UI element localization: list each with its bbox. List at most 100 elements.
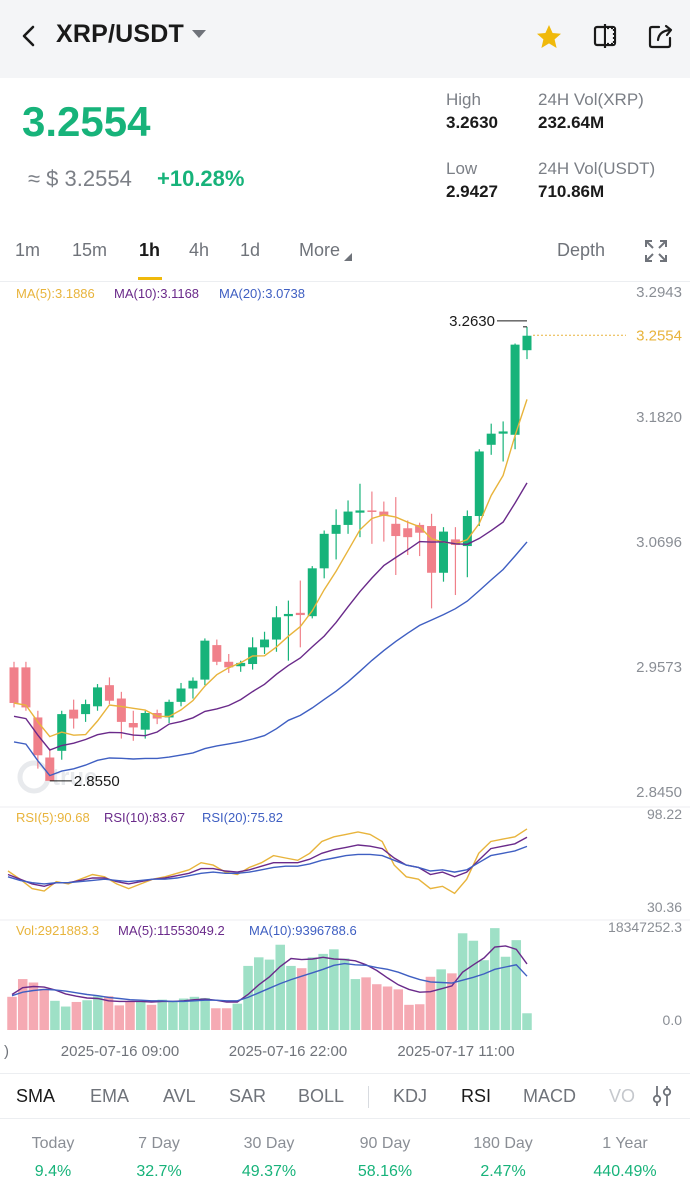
candle[interactable] [128,723,138,728]
ind-tab-sma[interactable]: SMA [16,1086,56,1106]
volume-bar [211,1008,221,1030]
ind-tab-boll[interactable]: BOLL [298,1086,345,1106]
back-arrow-icon[interactable] [14,20,44,52]
stat-high: High 3.2630 [446,90,498,133]
ma10-legend: MA(10):3.1168 [114,286,200,301]
candle[interactable] [21,667,31,708]
candle[interactable] [403,528,413,538]
tab-1h[interactable]: 1h [139,240,161,260]
candle[interactable] [331,524,341,534]
tab-depth[interactable]: Depth [557,240,606,260]
candle[interactable] [236,662,246,667]
volume-bar [146,1004,157,1030]
candle[interactable] [498,431,508,434]
volume-axis-label: 0.0 [663,1012,683,1028]
candle[interactable] [319,533,329,569]
candle[interactable] [45,757,55,781]
tab-1d[interactable]: 1d [240,240,261,260]
candle[interactable] [450,539,460,545]
candle[interactable] [212,645,222,662]
perf-value: 2.47% [480,1163,526,1180]
candle[interactable] [188,680,198,689]
sliders-icon[interactable] [650,1084,674,1108]
tab-15m[interactable]: 15m [72,240,108,260]
vol-ma5-legend: MA(5):11553049.2 [118,923,225,938]
candle[interactable] [438,531,448,573]
candle[interactable] [200,640,210,680]
active-tab-indicator [138,277,162,280]
ind-tab-macd[interactable]: MACD [523,1086,576,1106]
candle[interactable] [224,661,234,668]
volume-bar [490,928,500,1030]
vol-ma5-line [11,945,528,1003]
stat-value: 232.64M [538,113,605,132]
candle[interactable] [69,709,79,719]
candle[interactable] [271,617,281,640]
stat-label: Low [446,159,478,178]
volume-bar [468,940,479,1030]
ind-tab-kdj[interactable]: KDJ [393,1086,428,1106]
volume-bar [447,973,457,1030]
top-bar: XRP/USDT [0,0,690,78]
share-icon[interactable] [646,21,676,51]
candle[interactable] [116,698,126,722]
candle[interactable] [474,451,484,517]
ma20-legend: MA(20):3.0738 [219,286,305,301]
candle[interactable] [104,685,114,701]
candle[interactable] [260,639,270,648]
candle[interactable] [33,717,43,756]
chevron-down-icon[interactable] [190,27,208,41]
stat-value: 2.9427 [446,182,498,201]
candle[interactable] [176,688,186,702]
ind-tab-rsi[interactable]: RSI [461,1086,492,1106]
candle[interactable] [486,433,496,445]
volume-bar [339,958,350,1030]
volume-bar [82,1000,92,1030]
candle[interactable] [343,511,353,525]
star-icon[interactable] [534,22,564,52]
candle[interactable] [391,523,401,537]
volume-bar [457,933,468,1030]
candle[interactable] [510,344,520,435]
tab-1m[interactable]: 1m [15,240,41,260]
candle[interactable] [93,687,103,707]
price-axis-label: 2.8450 [636,784,682,801]
price-change: +10.28% [157,166,245,191]
tab-4h[interactable]: 4h [189,240,210,260]
corner-caret-icon [344,253,352,261]
candle[interactable] [81,704,91,715]
pair-title[interactable]: XRP/USDT [56,20,185,48]
expand-icon[interactable] [643,238,669,264]
tab-more[interactable]: More [299,240,341,260]
volume-bar [361,977,371,1030]
stat-vol-xrp: 24H Vol(XRP) 232.64M [538,90,644,133]
ind-tab-sar[interactable]: SAR [229,1086,267,1106]
volume-bar [404,1004,414,1030]
candle[interactable] [283,613,293,617]
vol-ma10-line [11,962,528,1003]
candle[interactable] [140,712,150,730]
ind-tab-avl[interactable]: AVL [163,1086,196,1106]
candle[interactable] [164,701,174,718]
volume-bar [275,944,285,1030]
volume-bar [200,997,210,1030]
candle[interactable] [307,568,317,617]
rsi10-line [7,836,528,888]
candle[interactable] [367,510,377,512]
candle[interactable] [427,526,437,573]
candle[interactable] [379,511,389,517]
candle[interactable] [415,524,425,533]
candle[interactable] [355,510,365,513]
volume-bar [511,940,522,1030]
split-screen-icon[interactable] [590,21,620,51]
candle[interactable] [9,667,19,703]
perf-7day: 7 Day 32.7% [104,1135,214,1181]
candle[interactable] [462,516,472,547]
candle[interactable] [295,612,305,616]
last-price: 3.2554 [22,98,151,145]
candle[interactable] [522,335,532,351]
volume-bar [254,957,264,1030]
ind-tab-ema[interactable]: EMA [90,1086,130,1106]
ind-tab-vol[interactable]: VO [609,1086,636,1106]
